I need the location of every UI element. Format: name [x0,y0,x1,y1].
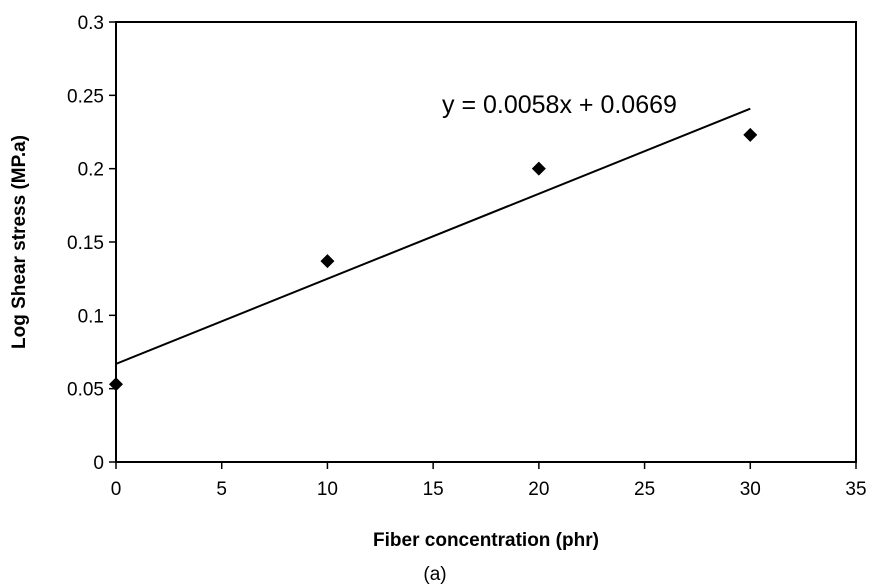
x-tick-label: 5 [216,479,227,500]
y-tick-label: 0.15 [67,233,104,254]
y-axis-title: Log Shear stress (MP.a) [9,135,30,349]
x-tick-label: 20 [528,479,549,500]
y-tick-label: 0.3 [78,13,104,34]
data-point [743,127,758,142]
x-tick-label: 30 [740,479,761,500]
x-tick-label: 25 [634,479,655,500]
data-point [531,161,546,176]
trendline-equation: y = 0.0058x + 0.0669 [442,91,677,119]
data-point [320,254,335,269]
y-tick-label: 0.2 [78,160,104,181]
x-axis-ticks: 0 5 10 15 20 25 30 35 [111,462,867,500]
plot-area [115,21,857,463]
trendline-group [115,107,751,365]
x-tick-label: 10 [317,479,338,500]
x-tick-label: 35 [845,479,866,500]
y-tick-label: 0 [93,453,104,474]
x-tick-label: 15 [423,479,444,500]
x-axis-title: Fiber concentration (phr) [373,530,599,551]
data-point [109,377,123,392]
y-tick-label: 0.25 [67,86,104,107]
figure-caption: (a) [423,564,446,585]
x-tick-label: 0 [111,479,122,500]
y-tick-label: 0.1 [78,306,104,327]
trendline [115,107,751,365]
y-tick-label: 0.05 [67,380,104,401]
data-points [109,127,758,392]
y-axis-ticks: 0 0.05 0.1 0.15 0.2 0.25 0.3 [67,13,116,474]
